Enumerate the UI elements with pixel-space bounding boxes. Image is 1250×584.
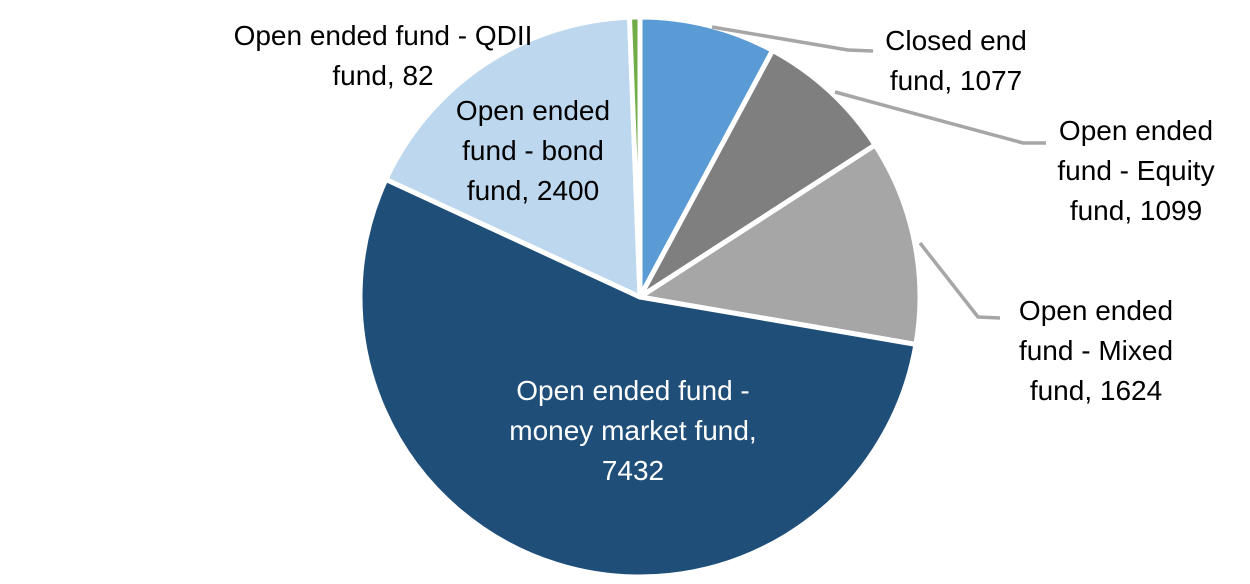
data-label-line: Open ended xyxy=(456,95,610,126)
pie-slices-layer xyxy=(357,14,923,580)
data-label-open-ended-fund-bond-fund: Open ended fund - bond fund, 2400 xyxy=(456,95,610,206)
data-label-open-ended-fund-equity-fund: Open ended fund - Equity fund, 1099 xyxy=(1057,115,1214,226)
data-label-line: fund, 2400 xyxy=(467,175,599,206)
data-label-line: Open ended xyxy=(1019,295,1173,326)
pie-slice-open-ended-fund-equity-fund xyxy=(637,47,878,300)
data-label-line: money market fund, xyxy=(509,415,756,446)
leader-line-open-ended-fund-mixed-fund xyxy=(918,241,1001,320)
data-label-line: Closed end xyxy=(885,25,1027,56)
data-label-line: fund - Equity xyxy=(1057,155,1214,186)
data-label-line: Open ended fund - xyxy=(516,375,750,406)
pie-slice-open-ended-fund-qdii-fund xyxy=(626,14,643,300)
data-label-line: 7432 xyxy=(602,455,664,486)
data-label-line: fund, 1077 xyxy=(890,65,1022,96)
pie-slice-open-ended-fund-mixed-fund xyxy=(637,142,923,347)
data-label-line: fund - Mixed xyxy=(1019,335,1173,366)
data-label-open-ended-fund-money-market-fund: Open ended fund - money market fund, 7432 xyxy=(509,375,756,486)
data-label-line: fund, 1624 xyxy=(1030,375,1162,406)
pie-slice-closed-end-fund xyxy=(637,14,776,300)
data-label-line: Open ended xyxy=(1059,115,1213,146)
data-label-line: fund, 82 xyxy=(332,60,433,91)
leader-lines-layer xyxy=(711,25,1046,320)
data-label-open-ended-fund-qdii-fund: Open ended fund - QDII fund, 82 xyxy=(234,20,533,91)
data-labels-layer: Closed end fund, 1077 Open ended fund - Equ… xyxy=(234,20,1215,486)
leader-line-closed-end-fund xyxy=(711,25,874,53)
pie-slice-open-ended-fund-money-market-fund xyxy=(357,176,919,580)
leader-line-open-ended-fund-equity-fund xyxy=(834,90,1046,145)
data-label-open-ended-fund-mixed-fund: Open ended fund - Mixed fund, 1624 xyxy=(1019,295,1173,406)
data-label-closed-end-fund: Closed end fund, 1077 xyxy=(885,25,1027,96)
pie-slice-open-ended-fund-bond-fund xyxy=(383,14,643,300)
data-label-line: fund, 1099 xyxy=(1070,195,1202,226)
data-label-line: fund - bond xyxy=(462,135,604,166)
data-label-line: Open ended fund - QDII xyxy=(234,20,533,51)
